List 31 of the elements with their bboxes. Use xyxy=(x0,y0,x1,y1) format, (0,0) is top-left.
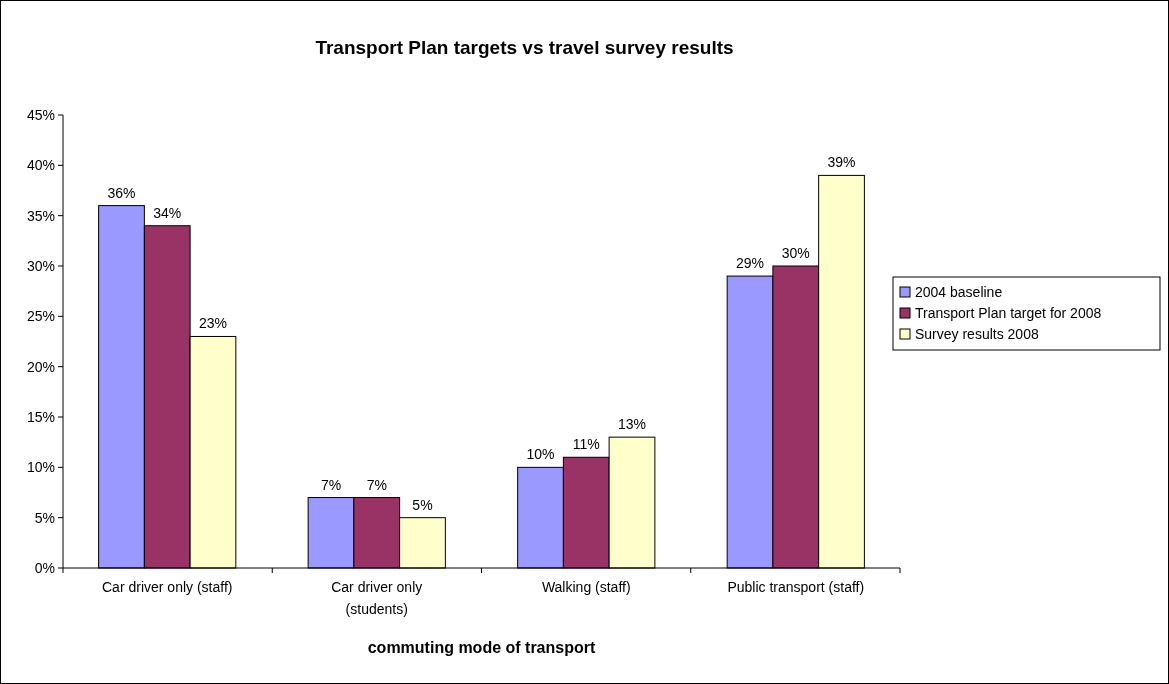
data-label: 7% xyxy=(366,476,387,493)
y-tick-label: 15% xyxy=(26,408,55,425)
data-label: 5% xyxy=(412,496,433,513)
x-tick-label: Car driver only (students) xyxy=(331,579,423,617)
x-tick-label: Walking (staff) xyxy=(541,579,631,595)
x-tick-label: Car driver only (staff) xyxy=(102,579,233,595)
x-tick-label: Public transport (staff) xyxy=(727,579,865,595)
legend-label: Survey results 2008 xyxy=(915,325,1039,342)
y-tick-label: 40% xyxy=(26,157,55,174)
data-label: 23% xyxy=(198,315,227,332)
data-label: 7% xyxy=(320,476,342,493)
y-tick-label: 20% xyxy=(26,358,55,375)
data-label: 30% xyxy=(781,245,810,261)
data-label: 29% xyxy=(736,255,765,272)
y-tick-label: 5% xyxy=(34,509,55,526)
y-tick-label: 0% xyxy=(34,559,55,576)
data-label: 39% xyxy=(827,154,856,171)
data-label: 36% xyxy=(107,184,136,201)
y-tick-label: 35% xyxy=(26,207,55,224)
x-axis-title: commuting mode of transport xyxy=(367,639,596,656)
data-label: 34% xyxy=(153,204,182,221)
y-tick-label: 10% xyxy=(26,459,55,476)
data-label: 11% xyxy=(572,436,600,453)
legend-label: 2004 baseline xyxy=(915,283,1003,300)
data-label: 10% xyxy=(526,446,555,463)
y-tick-label: 25% xyxy=(26,308,55,325)
chart-title: Transport Plan targets vs travel survey results xyxy=(315,37,734,58)
legend-label: Transport Plan target for 2008 xyxy=(915,304,1102,321)
data-label: 13% xyxy=(617,416,647,433)
y-tick-label: 30% xyxy=(26,257,55,274)
y-tick-label: 45% xyxy=(26,106,55,123)
